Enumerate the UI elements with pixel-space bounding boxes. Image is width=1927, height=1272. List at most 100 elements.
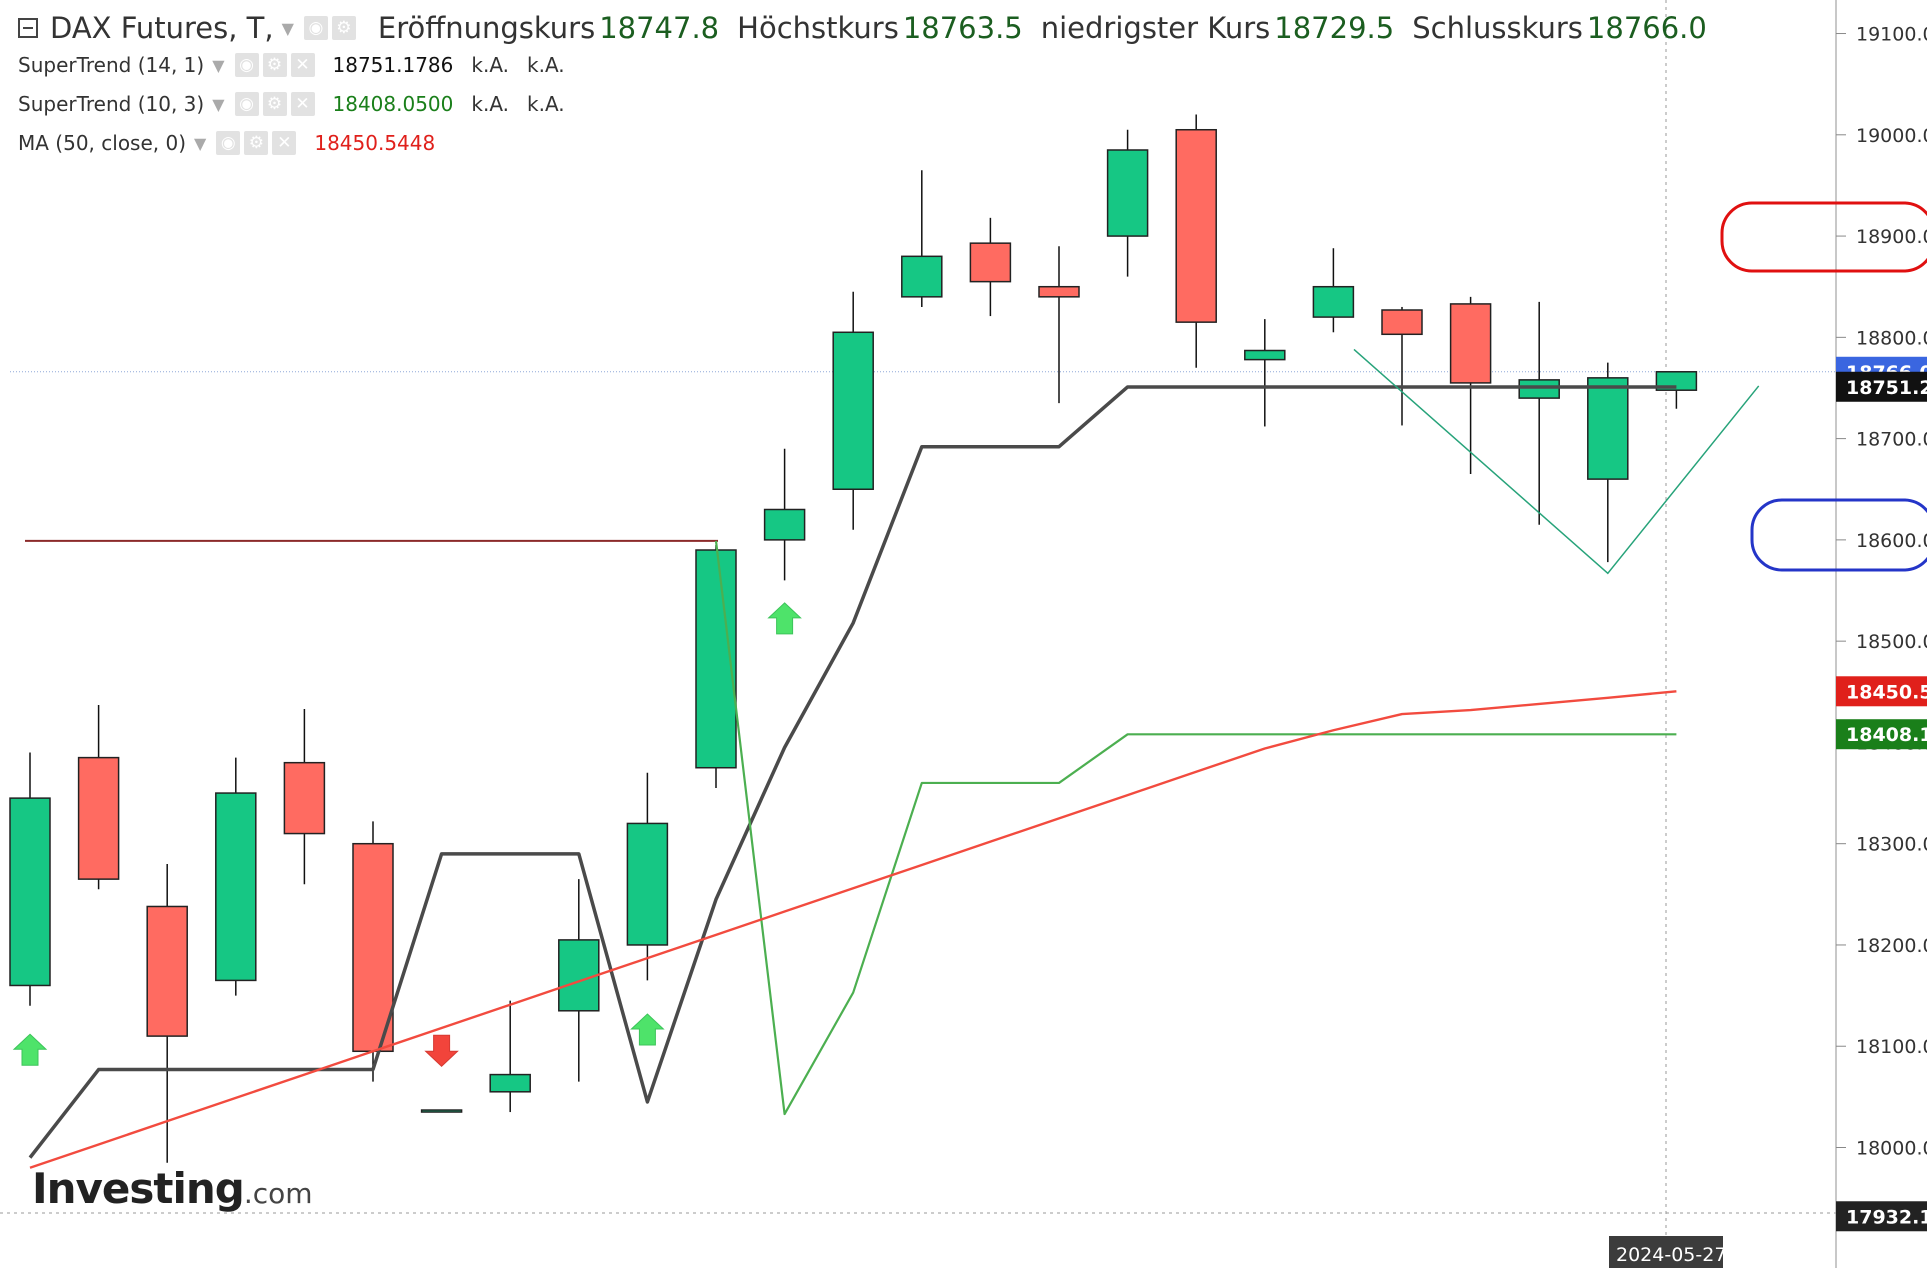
candle-body: [283, 761, 326, 835]
candle-body: [146, 905, 188, 1037]
v-pattern-drawing: [1353, 348, 1760, 575]
symbol-title[interactable]: DAX Futures, T,: [50, 11, 274, 45]
candle: [1449, 296, 1492, 475]
candle: [1518, 301, 1560, 525]
candle: [1312, 248, 1355, 333]
date-label-bg: [1609, 1236, 1723, 1268]
candle: [832, 291, 874, 530]
candle: [352, 821, 394, 1082]
indicator-na: k.A.: [527, 92, 565, 116]
candle-body: [626, 822, 669, 946]
y-tick-label: 18800.0: [1856, 327, 1927, 349]
candle: [1587, 362, 1629, 563]
close-icon[interactable]: ✕: [290, 53, 315, 77]
candle-body: [352, 842, 394, 1053]
candle: [283, 709, 326, 885]
candle-body: [763, 508, 806, 541]
eye-icon[interactable]: ◉: [303, 16, 328, 40]
eye-icon[interactable]: ◉: [234, 53, 259, 77]
candle-body: [420, 1109, 463, 1113]
candle-body: [215, 792, 257, 982]
candle: [1038, 246, 1080, 404]
candle-body: [1587, 377, 1629, 480]
candle: [1244, 319, 1286, 427]
candle-body: [969, 242, 1012, 283]
chevron-down-icon[interactable]: ▼: [212, 55, 225, 75]
eye-icon[interactable]: ◉: [216, 131, 241, 155]
series-line-1: [714, 540, 1677, 1116]
candle-body: [832, 331, 874, 490]
indicator-value: 18450.5448: [314, 131, 436, 155]
chevron-down-icon[interactable]: ▼: [281, 18, 294, 38]
y-tick-label: 18900.0: [1856, 226, 1927, 248]
brand-name: Investing: [32, 1164, 245, 1213]
indicator-row-supertrend-14: SuperTrend (14, 1) ▼ ◉ ⚙ ✕ 18751.1786 k.…: [18, 50, 565, 80]
y-tick-label: 18500.0: [1856, 631, 1927, 653]
price-tag-label: 17932.1: [1846, 1206, 1927, 1228]
y-tick-label: 18100.0: [1856, 1036, 1927, 1058]
high-value: 18763.5: [902, 11, 1023, 45]
y-tick-label: 18300.0: [1856, 834, 1927, 856]
price-tag-bg: [1836, 676, 1927, 707]
candle-body: [77, 756, 120, 880]
indicator-name[interactable]: SuperTrend (10, 3): [18, 92, 205, 116]
candle: [1381, 306, 1423, 426]
indicator-row-ma-50: MA (50, close, 0) ▼ ◉ ⚙ ✕ 18450.5448: [18, 128, 435, 158]
candle-body: [1518, 379, 1560, 399]
signal-arrow-up: [767, 602, 802, 635]
indicator-row-supertrend-10: SuperTrend (10, 3) ▼ ◉ ⚙ ✕ 18408.0500 k.…: [18, 89, 565, 119]
close-value: 18766.0: [1586, 11, 1707, 45]
candle-body: [9, 797, 51, 987]
low-value: 18729.5: [1274, 11, 1395, 45]
chevron-down-icon[interactable]: ▼: [212, 94, 225, 114]
signal-arrows: [12, 602, 802, 1067]
series-line-0: [28, 385, 1677, 1159]
candle: [1106, 129, 1149, 277]
candle-body: [1244, 349, 1286, 361]
candle-body: [901, 255, 943, 298]
candle-body: [1175, 128, 1217, 323]
brand-suffix: .com: [243, 1177, 313, 1210]
candle-body: [1106, 149, 1149, 237]
indicator-name[interactable]: SuperTrend (14, 1): [18, 53, 205, 77]
indicator-na: k.A.: [471, 53, 510, 77]
candle: [969, 217, 1012, 317]
candle: [9, 752, 51, 1006]
candle: [558, 879, 600, 1082]
candle: [901, 170, 943, 307]
candle: [1175, 114, 1217, 368]
close-icon[interactable]: ✕: [272, 131, 297, 155]
open-value: 18747.8: [599, 11, 720, 45]
indicator-value: 18751.1786: [332, 53, 454, 77]
gear-icon[interactable]: ⚙: [244, 131, 269, 155]
gear-icon[interactable]: ⚙: [331, 16, 356, 40]
series-line-2: [29, 690, 1677, 1169]
indicator-name[interactable]: MA (50, close, 0): [18, 131, 187, 155]
y-tick-label: 18700.0: [1856, 429, 1927, 451]
candle-body: [1312, 285, 1355, 318]
gear-icon[interactable]: ⚙: [262, 92, 287, 116]
y-axis-ticks: 18000.018100.018200.018300.018400.018500…: [1836, 24, 1927, 1160]
indicator-na: k.A.: [471, 92, 510, 116]
eye-icon[interactable]: ◉: [234, 92, 259, 116]
candle-body: [1381, 309, 1423, 336]
price-tag-label: 18408.1: [1846, 724, 1927, 746]
y-tick-label: 19000.0: [1856, 125, 1927, 147]
candle-body: [1449, 303, 1492, 384]
high-label: Höchstkurs: [737, 11, 899, 45]
close-icon[interactable]: ✕: [290, 92, 315, 116]
close-label: Schlusskurs: [1412, 11, 1583, 45]
price-tag-label: 18450.5: [1846, 681, 1927, 703]
collapse-icon[interactable]: [18, 18, 38, 38]
indicator-na: k.A.: [527, 53, 565, 77]
price-tag-label: 18751.2: [1846, 377, 1927, 399]
gear-icon[interactable]: ⚙: [262, 53, 287, 77]
candle: [215, 757, 257, 996]
price-tag-bg: [1836, 371, 1927, 402]
annotation-blue-ellipse: [1750, 498, 1927, 572]
price-tag-bg: [1836, 719, 1927, 750]
chevron-down-icon[interactable]: ▼: [194, 133, 207, 153]
